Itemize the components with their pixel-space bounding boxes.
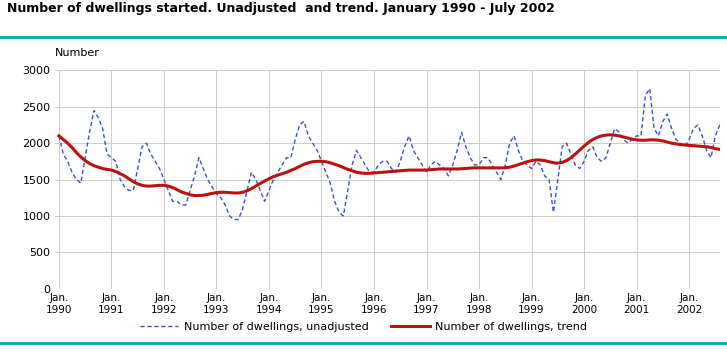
Number of dwellings, trend — [422, 168, 431, 172]
Number of dwellings, unadjusted — [230, 218, 238, 222]
Number of dwellings, trend — [637, 138, 646, 142]
Number of dwellings, unadjusted — [632, 134, 641, 138]
Number of dwellings, trend — [606, 133, 615, 137]
Number of dwellings, unadjusted — [422, 170, 431, 174]
Text: Number: Number — [55, 48, 100, 58]
Number of dwellings, unadjusted — [334, 210, 343, 214]
Number of dwellings, unadjusted — [470, 163, 479, 167]
Line: Number of dwellings, trend: Number of dwellings, trend — [59, 135, 727, 195]
Text: Number of dwellings started. Unadjusted  and trend. January 1990 - July 2002: Number of dwellings started. Unadjusted … — [7, 2, 555, 15]
Number of dwellings, unadjusted — [606, 141, 615, 145]
Number of dwellings, trend — [470, 166, 479, 170]
Number of dwellings, trend — [55, 134, 63, 138]
Number of dwellings, trend — [334, 164, 343, 168]
Line: Number of dwellings, unadjusted: Number of dwellings, unadjusted — [59, 89, 727, 220]
Number of dwellings, trend — [190, 193, 199, 197]
Legend: Number of dwellings, unadjusted, Number of dwellings, trend: Number of dwellings, unadjusted, Number … — [140, 322, 587, 332]
Number of dwellings, unadjusted — [646, 87, 654, 91]
Number of dwellings, unadjusted — [55, 134, 63, 138]
Number of dwellings, trend — [611, 133, 619, 137]
